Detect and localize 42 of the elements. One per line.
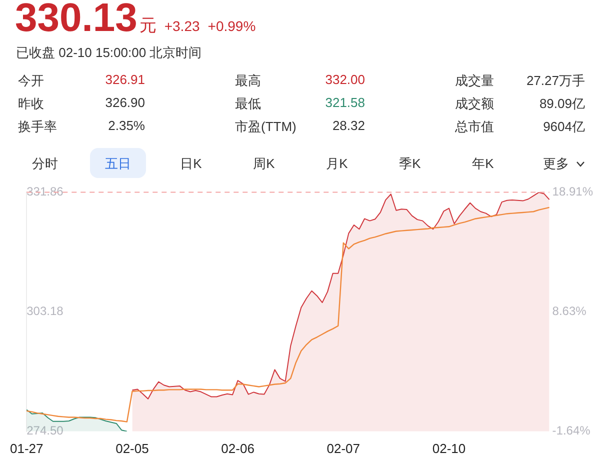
text: 分时 bbox=[31, 155, 59, 173]
chart-title: 330.13 bbox=[15, 0, 138, 41]
y-tick-label: 303.18 bbox=[26, 304, 64, 318]
text: 日K bbox=[179, 155, 203, 173]
text: 最高 bbox=[235, 72, 261, 90]
x-tick-label: 02-10 bbox=[432, 440, 466, 456]
text: 2.35% bbox=[108, 118, 145, 133]
text: 季K bbox=[398, 155, 422, 173]
x-tick-label: 02-06 bbox=[221, 440, 254, 456]
text: 27.27万手 bbox=[526, 72, 585, 90]
text: 今开 bbox=[18, 72, 44, 90]
text: 321.58 bbox=[325, 95, 365, 110]
text: +0.99% bbox=[208, 18, 256, 34]
y2-tick-label: 8.63% bbox=[552, 304, 587, 318]
text: 总市值 bbox=[455, 118, 494, 136]
x-tick-label: 02-05 bbox=[116, 440, 149, 456]
text: 市盈(TTM) bbox=[235, 118, 296, 136]
text: 昨收 bbox=[18, 95, 44, 113]
x-tick-label: 02-07 bbox=[326, 440, 360, 456]
text: 成交量 bbox=[455, 72, 494, 90]
x-tick-label: 01-27 bbox=[10, 440, 44, 456]
y2-tick-label: -1.64% bbox=[552, 424, 591, 438]
text: 89.09亿 bbox=[539, 95, 585, 113]
text: 326.91 bbox=[105, 72, 145, 87]
text: +3.23 bbox=[164, 18, 200, 34]
text: 五日 bbox=[104, 155, 132, 173]
text: 年K bbox=[471, 155, 495, 173]
text: 更多 bbox=[542, 155, 570, 173]
text: 周K bbox=[252, 155, 276, 173]
y-tick-label: 274.50 bbox=[26, 424, 64, 438]
text: 332.00 bbox=[325, 72, 365, 87]
text: 成交额 bbox=[455, 95, 494, 113]
chart-subtitle: 已收盘 02-10 15:00:00 北京时间 bbox=[16, 44, 202, 62]
text: 换手率 bbox=[18, 118, 57, 136]
text: 最低 bbox=[235, 95, 261, 113]
text: 28.32 bbox=[332, 118, 365, 133]
text: 元 bbox=[139, 15, 156, 37]
text: 326.90 bbox=[105, 95, 145, 110]
y-tick-label: 331.86 bbox=[26, 184, 64, 199]
text: 9604亿 bbox=[543, 118, 585, 136]
y2-tick-label: 18.91% bbox=[552, 184, 594, 199]
text: 月K bbox=[325, 155, 349, 173]
